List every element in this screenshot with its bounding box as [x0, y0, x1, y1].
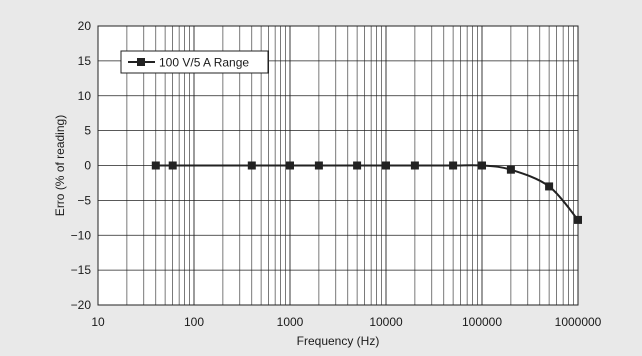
x-axis-label: Frequency (Hz)	[297, 334, 380, 348]
plot-frame	[97, 25, 579, 306]
x-axis-ticks: 10 100 1000 10000 100000 1000000	[91, 315, 601, 329]
y-tick-label: −5	[77, 193, 91, 207]
y-tick-label: 20	[78, 19, 92, 33]
data-point-marker	[314, 161, 323, 170]
y-tick-label: 10	[78, 89, 92, 103]
data-point-marker	[410, 161, 419, 170]
data-point-marker	[545, 182, 554, 191]
y-axis-ticks: 20 15 10 5 0 −5 −10 −15 −20	[71, 19, 92, 312]
data-point-marker	[449, 161, 458, 170]
y-tick-label: 15	[78, 54, 92, 68]
x-tick-label: 10	[91, 315, 105, 329]
series-layer	[151, 161, 582, 224]
legend-label: 100 V/5 A Range	[159, 56, 249, 70]
x-tick-label: 1000	[277, 315, 304, 329]
y-tick-label: 5	[84, 124, 91, 138]
x-tick-label: 100000	[462, 315, 502, 329]
data-point-marker	[168, 161, 177, 170]
legend: 100 V/5 A Range	[120, 50, 269, 74]
x-tick-label: 10000	[369, 315, 403, 329]
y-tick-label: 0	[84, 159, 91, 173]
legend-box	[120, 50, 269, 74]
x-tick-label: 1000000	[555, 315, 602, 329]
data-point-marker	[506, 165, 515, 174]
y-tick-label: −10	[71, 228, 92, 242]
data-point-marker	[382, 161, 390, 170]
legend-marker	[137, 58, 145, 66]
data-point-marker	[151, 161, 160, 170]
y-tick-label: −15	[71, 263, 92, 277]
x-tick-label: 100	[184, 315, 204, 329]
data-point-marker	[478, 161, 486, 170]
data-point-marker	[574, 215, 582, 224]
y-tick-label: −20	[71, 298, 92, 312]
y-axis-label: Erro (% of reading)	[53, 115, 67, 216]
data-point-marker	[353, 161, 362, 170]
data-point-marker	[286, 161, 294, 170]
data-point-marker	[247, 161, 256, 170]
